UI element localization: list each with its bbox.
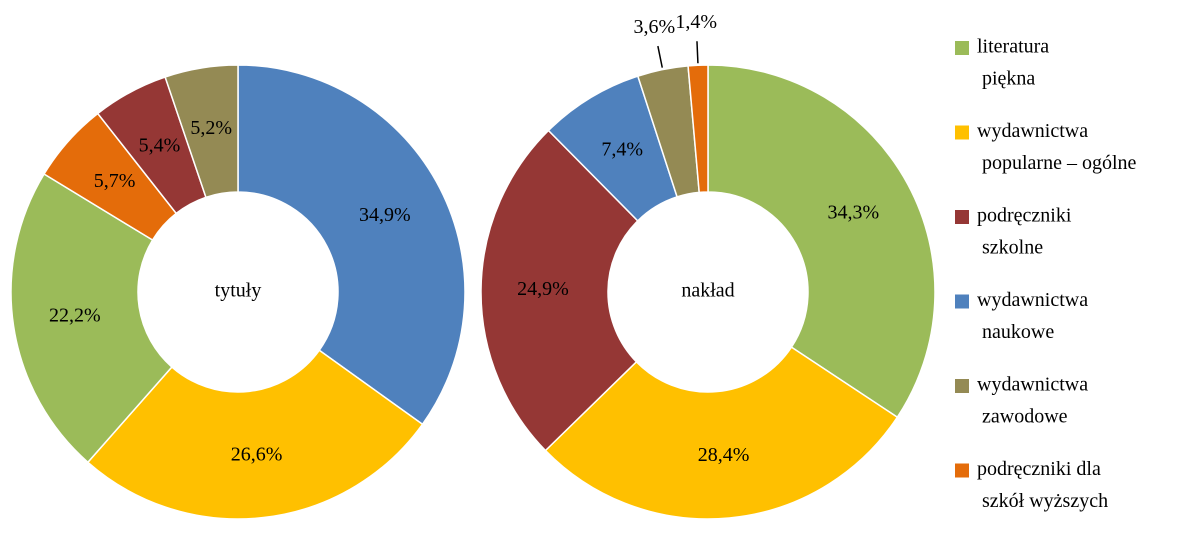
legend-label: wydawnictwa	[977, 374, 1088, 396]
data-label: 5,4%	[139, 135, 181, 157]
leader-line	[657, 45, 664, 68]
slice	[480, 129, 639, 452]
legend-label: podręczniki dla	[977, 458, 1101, 480]
data-label: 24,9%	[517, 278, 569, 300]
slice	[164, 64, 239, 199]
center-label: tytuły	[215, 280, 262, 302]
data-label: 34,3%	[827, 201, 879, 223]
slice	[544, 346, 899, 520]
legend-label: piękna	[982, 68, 1035, 90]
data-label: 1,4%	[675, 11, 717, 33]
leader-line	[696, 41, 699, 64]
data-label: 7,4%	[601, 139, 643, 161]
legend-label: podręczniki	[977, 205, 1072, 227]
legend-swatch	[955, 379, 969, 393]
legend-label: wydawnictwa	[977, 120, 1088, 142]
legend-label: zawodowe	[982, 406, 1068, 428]
slice	[707, 64, 936, 419]
data-label: 34,9%	[359, 204, 411, 226]
legend-label: naukowe	[982, 321, 1054, 343]
legend-label: szkolne	[982, 237, 1043, 259]
legend-swatch	[955, 210, 969, 224]
legend-swatch	[955, 41, 969, 55]
legend-label: literatura	[977, 36, 1049, 58]
data-label: 5,7%	[94, 170, 136, 192]
data-label: 22,2%	[49, 304, 101, 326]
data-label: 5,2%	[190, 117, 232, 139]
data-label: 26,6%	[231, 444, 283, 466]
legend-swatch	[955, 125, 969, 140]
center-label: nakład	[681, 280, 734, 302]
legend-swatch	[955, 463, 969, 478]
slice	[86, 349, 424, 520]
legend-label: wydawnictwa	[977, 289, 1088, 311]
legend-label: popularne – ogólne	[982, 152, 1137, 174]
slice	[237, 64, 466, 426]
legend-swatch	[955, 294, 969, 309]
data-label: 28,4%	[698, 444, 750, 466]
data-label: 3,6%	[633, 16, 675, 38]
slice	[10, 172, 173, 464]
slice	[687, 64, 709, 194]
legend-label: szkół wyższych	[982, 490, 1108, 512]
